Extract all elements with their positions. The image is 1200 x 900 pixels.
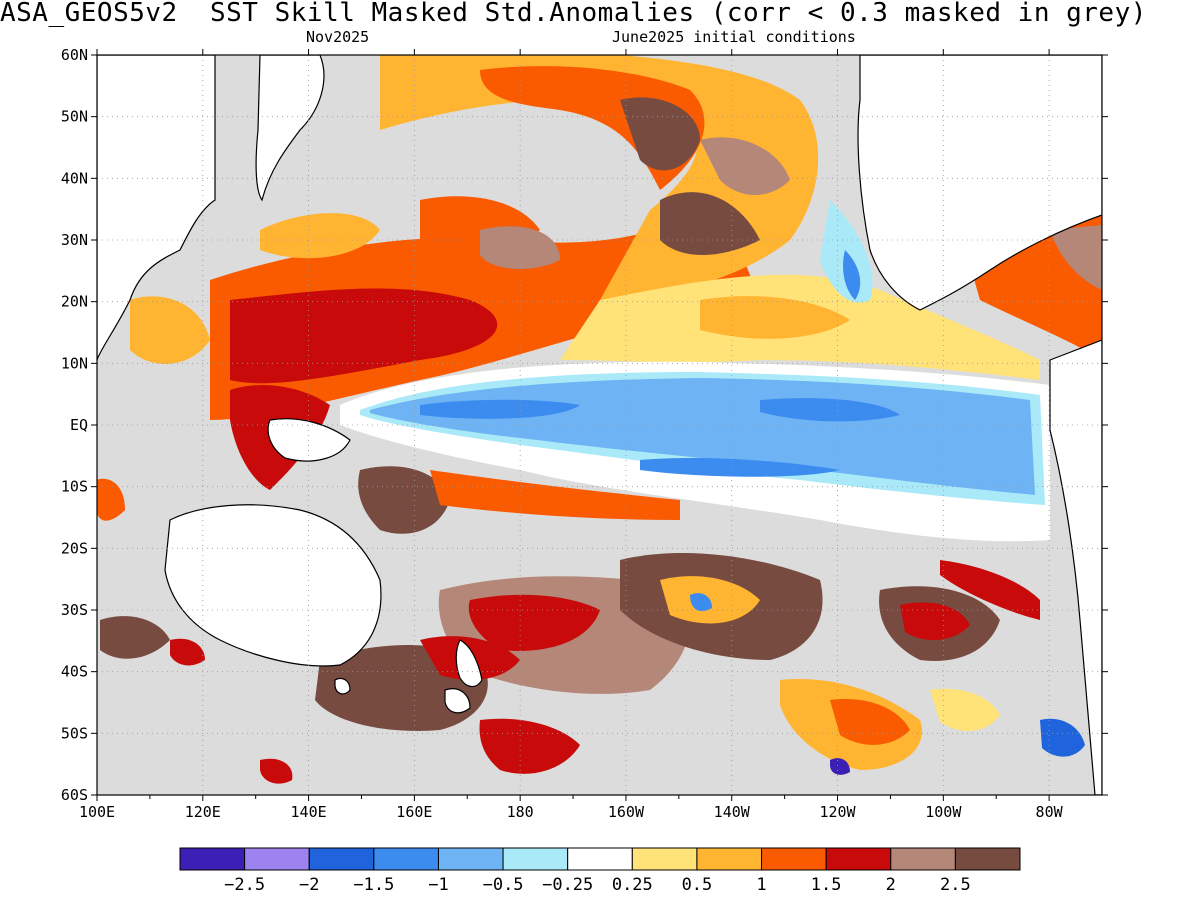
y-tick-label: 30N	[61, 231, 88, 249]
colorbar: −2.5 −2 −1.5 −1 −0.5 −0.25 0.25 0.5 1 1.5 2 2.5	[179, 847, 1021, 895]
colorbar-label: −1.5	[353, 875, 394, 895]
x-tick-label: 140E	[291, 803, 327, 821]
colorbar-swatch	[244, 847, 310, 871]
asia-mainland	[97, 55, 216, 361]
graticule	[97, 55, 1102, 795]
colorbar-swatch	[890, 847, 956, 871]
colorbar-swatch	[631, 847, 698, 871]
x-tick-label: 80W	[1036, 803, 1064, 821]
y-tick-label: 10S	[61, 478, 88, 496]
colorbar-label: −1	[428, 875, 448, 895]
y-tick-label: 20N	[61, 293, 88, 311]
equatorial-cold-tongue	[340, 361, 1050, 542]
maritime-continent-warm	[97, 385, 680, 534]
y-tick-label: 60S	[61, 786, 88, 804]
land-masses	[97, 55, 1102, 795]
north-pacific-warm-anomalies	[130, 55, 819, 420]
new-guinea	[267, 418, 351, 462]
latitude-axis: 60N 50N 40N 30N 20N 10N EQ 10S 20S 30S 40S 50S 60S	[61, 46, 1108, 804]
south-america	[1049, 339, 1102, 795]
australia	[164, 504, 382, 667]
colorbar-label: 1.5	[811, 875, 842, 895]
kamchatka-kuril-region	[255, 55, 325, 202]
colorbar-label: 0.5	[682, 875, 713, 895]
north-america	[857, 55, 1102, 311]
colorbar-swatch	[502, 847, 569, 871]
figure-title: ASA_GEOS5v2 SST Skill Masked Std.Anomali…	[0, 0, 1147, 28]
x-tick-label: 100W	[925, 803, 962, 821]
y-tick-label: 50S	[61, 724, 88, 742]
colorbar-swatch	[437, 847, 504, 871]
tasmania	[334, 677, 351, 695]
colorbar-swatch	[179, 847, 246, 871]
x-tick-label: 160E	[396, 803, 432, 821]
colorbar-label: 1	[756, 875, 766, 895]
colorbar-swatch	[373, 847, 439, 871]
colorbar-swatch	[308, 847, 375, 871]
colorbar-swatch	[696, 847, 763, 871]
colorbar-swatch	[825, 847, 892, 871]
colorbar-label: −2.5	[224, 875, 265, 895]
colorbar-swatch	[567, 847, 633, 871]
x-tick-label: 100E	[79, 803, 115, 821]
colorbar-label: −2	[299, 875, 319, 895]
southern-ocean-anomalies	[100, 552, 1085, 784]
longitude-axis: 100E 120E 140E 160E 180 160W 140W 120W 100W 80W	[79, 49, 1064, 821]
colorbar-label: −0.5	[483, 875, 524, 895]
y-tick-label: 40N	[61, 169, 88, 187]
y-tick-label: 10N	[61, 354, 88, 372]
map-field	[97, 55, 1102, 795]
colorbar-swatch	[954, 847, 1021, 871]
x-tick-label: 120E	[185, 803, 221, 821]
colorbar-label: −0.25	[542, 875, 593, 895]
y-tick-label: 50N	[61, 108, 88, 126]
y-tick-label: 40S	[61, 663, 88, 681]
y-tick-label: 20S	[61, 539, 88, 557]
colorbar-swatch	[761, 847, 827, 871]
x-tick-label: 180	[507, 803, 534, 821]
colorbar-label: 0.25	[612, 875, 653, 895]
colorbar-label: 2	[886, 875, 896, 895]
initial-conditions: June2025 initial conditions	[612, 28, 856, 46]
y-tick-label: 60N	[61, 46, 88, 64]
x-tick-label: 140W	[714, 803, 751, 821]
y-tick-label: EQ	[70, 416, 88, 434]
x-tick-label: 120W	[819, 803, 856, 821]
colorbar-label: 2.5	[940, 875, 971, 895]
new-zealand-south	[444, 688, 471, 714]
new-zealand-north	[455, 639, 483, 688]
forecast-month: Nov2025	[306, 28, 370, 46]
x-tick-label: 160W	[608, 803, 645, 821]
y-tick-label: 30S	[61, 601, 88, 619]
